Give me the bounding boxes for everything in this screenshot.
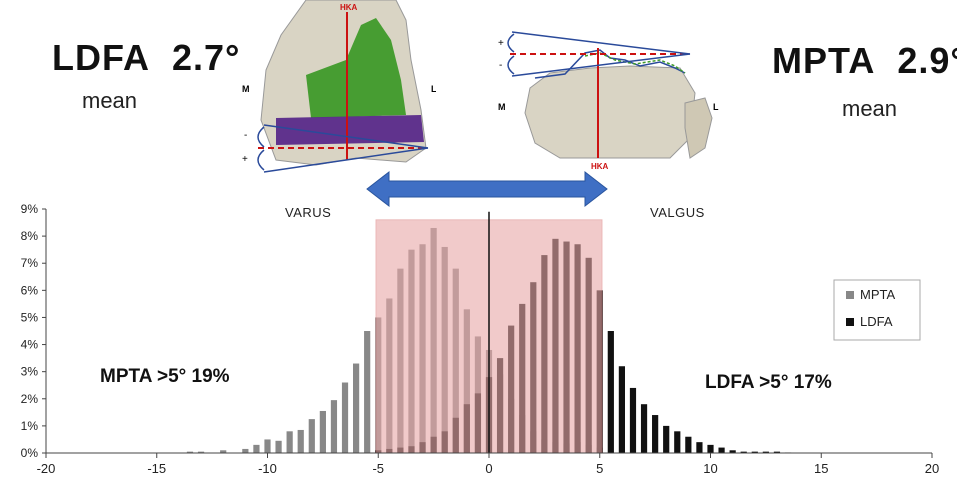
tibia-medial-label: M: [498, 102, 506, 112]
tibia-plus: +: [498, 38, 504, 49]
x-tick-label-6: 10: [703, 461, 717, 476]
y-tick-label-4: 4%: [21, 338, 39, 352]
bar-ldfa-27: [674, 431, 681, 453]
legend-label-mpta: MPTA: [860, 287, 895, 302]
y-tick-label-3: 3%: [21, 365, 39, 379]
femur-plus: +: [242, 154, 248, 165]
femur-joint-line-lower: [263, 147, 429, 173]
mpta-title: MPTA 2.9°: [772, 40, 957, 82]
femur-minus: -: [244, 130, 247, 141]
bar-ldfa-24: [640, 404, 648, 453]
mpta-mean-label: mean: [842, 96, 898, 121]
x-tick-label-7: 15: [814, 461, 828, 476]
legend-swatch-mpta: [846, 291, 854, 299]
bar-ldfa-29: [696, 442, 703, 453]
legend-label-ldfa: LDFA: [860, 314, 893, 329]
bar-mpta-4: [253, 444, 260, 453]
femur-medial-label: M: [242, 84, 250, 94]
y-tick-label-6: 6%: [21, 283, 39, 297]
bar-ldfa-35: [762, 451, 769, 453]
tibia-minus: -: [499, 60, 502, 71]
tibia-bracket-upper: [507, 33, 515, 53]
fibula-bone: [684, 97, 713, 159]
x-tick-label-0: -20: [37, 461, 56, 476]
mpta-label: MPTA: [772, 40, 876, 81]
legend-swatch-ldfa: [846, 318, 854, 326]
mpta-over-threshold: MPTA >5° 19%: [100, 366, 230, 387]
tibia-bracket-lower: [507, 55, 515, 75]
varus-label: VARUS: [285, 205, 332, 220]
femur-hka-label: HKA: [340, 3, 358, 12]
bar-mpta-8: [297, 429, 304, 453]
bar-mpta-6: [275, 440, 282, 453]
x-tick-label-8: 20: [925, 461, 939, 476]
bar-mpta-13: [352, 363, 360, 453]
varus-valgus-arrow: [366, 170, 608, 208]
bar-mpta-14: [364, 331, 371, 453]
y-tick-label-7: 7%: [21, 256, 39, 270]
x-tick-label-4: 0: [485, 461, 492, 476]
femur-lateral-label: L: [431, 84, 436, 94]
bar-mpta-10: [319, 410, 326, 453]
y-tick-label-8: 8%: [21, 229, 39, 243]
bar-mpta-2: [220, 450, 227, 453]
x-tick-label-2: -10: [258, 461, 277, 476]
femur-purple-region: [276, 115, 424, 145]
histogram-chart: -20 -15 -10 -5 0 5 10 15 20 0% 1% 2% 3% 4% 5% 6% 7% 8% 9% M…: [21, 202, 940, 476]
bar-ldfa-28: [685, 436, 692, 453]
tibia-lateral-label: L: [713, 102, 719, 112]
bar-ldfa-30: [707, 444, 714, 453]
ldfa-value: 2.7°: [172, 37, 241, 78]
ldfa-over-threshold: LDFA >5° 17%: [705, 372, 832, 393]
bar-mpta-5: [264, 439, 271, 453]
y-tick-label-2: 2%: [21, 392, 39, 406]
bar-mpta-7: [286, 431, 293, 453]
bar-ldfa-23: [629, 387, 637, 453]
bar-mpta-3: [242, 448, 249, 453]
bar-mpta-11: [330, 400, 338, 453]
tibia-hka-label: HKA: [591, 162, 609, 171]
x-tick-label-5: 5: [596, 461, 603, 476]
y-tick-label-1: 1%: [21, 419, 39, 433]
tibia-illustration: HKA + - M L: [498, 31, 719, 171]
femur-green-region: [306, 18, 406, 118]
bar-mpta-1: [197, 451, 205, 453]
bar-ldfa-36: [773, 451, 781, 453]
x-tick-label-1: -15: [147, 461, 166, 476]
y-tick-label-5: 5%: [21, 310, 39, 324]
x-tick-label-3: -5: [372, 461, 384, 476]
valgus-label: VALGUS: [650, 205, 705, 220]
femur-illustration: HKA - + M L: [242, 0, 436, 173]
tibia-plateau-profile: [534, 49, 686, 79]
bar-ldfa-31: [718, 447, 725, 453]
ldfa-label: LDFA: [52, 37, 150, 78]
bar-ldfa-25: [652, 415, 659, 453]
legend-box: [833, 279, 921, 341]
bar-mpta-0: [186, 451, 194, 453]
tibia-bone: [524, 65, 696, 159]
ldfa-title: LDFA 2.7°: [52, 37, 240, 79]
tibia-joint-line-lower: [511, 53, 691, 77]
tibia-joint-line-upper: [511, 31, 691, 55]
y-tick-label-9: 9%: [21, 202, 39, 216]
ldfa-mean-label: mean: [82, 88, 138, 113]
bar-ldfa-33: [740, 451, 747, 453]
bar-mpta-12: [341, 382, 349, 453]
double-arrow-shape: [366, 170, 608, 208]
bar-mpta-9: [308, 419, 315, 453]
femur-bracket-upper: [257, 126, 265, 148]
bar-ldfa-21: [607, 331, 614, 453]
y-tick-label-0: 0%: [21, 446, 39, 460]
femur-joint-line-upper: [263, 124, 429, 149]
bar-ldfa-32: [729, 450, 736, 453]
bar-ldfa-34: [751, 451, 758, 453]
bar-ldfa-26: [663, 425, 670, 453]
femur-bracket-lower: [257, 149, 265, 171]
mpta-value: 2.9°: [897, 40, 957, 81]
bar-ldfa-22: [618, 366, 626, 453]
